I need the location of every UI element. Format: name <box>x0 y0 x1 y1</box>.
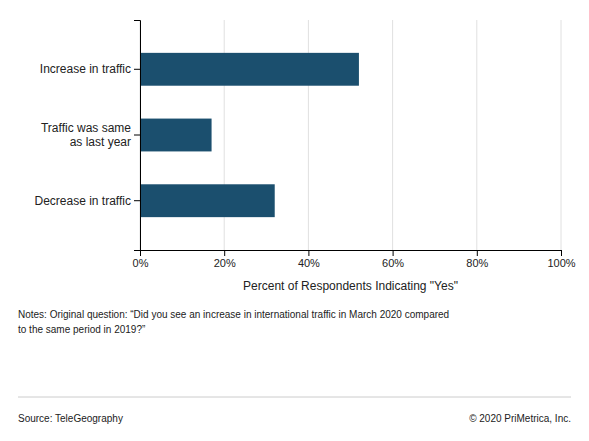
x-tick: 20% <box>214 250 236 269</box>
x-tick-label: 80% <box>466 257 488 269</box>
grid-line <box>561 20 562 250</box>
y-tick-label: Increase in traffic <box>40 62 131 76</box>
y-tick-label-line: Increase in traffic <box>40 62 131 76</box>
y-tick-mark <box>134 200 140 201</box>
x-tick-label: 20% <box>214 257 236 269</box>
x-tick-mark <box>308 250 309 256</box>
y-tick-label-line: as last year <box>70 135 131 149</box>
grid <box>140 20 561 250</box>
bars <box>140 53 359 217</box>
separator <box>18 397 571 398</box>
x-tick: 60% <box>382 250 404 269</box>
y-tick-mark <box>134 69 140 70</box>
x-tick-mark <box>393 250 394 256</box>
bar <box>140 119 212 152</box>
x-axis-line <box>141 251 562 257</box>
y-tick: Traffic was sameas last year <box>41 121 140 149</box>
x-axis-title: Percent of Respondents Indicating "Yes" <box>243 279 458 293</box>
x-tick-label: 0% <box>133 257 149 269</box>
y-axis-line <box>134 21 141 251</box>
y-tick-label: Traffic was sameas last year <box>41 121 131 149</box>
y-tick-label: Decrease in traffic <box>35 194 132 208</box>
x-tick-label: 60% <box>382 257 404 269</box>
plot-area: 0% 20% 40% 60% 80% 100% Decrease in traffic Tra… <box>35 20 576 269</box>
x-tick: 40% <box>298 250 320 269</box>
y-axis: Decrease in traffic Traffic was sameas la… <box>35 21 141 251</box>
notes-line: Notes: Original question: “Did you see a… <box>18 309 449 320</box>
grid-line <box>476 20 477 250</box>
chart-container: 0% 20% 40% 60% 80% 100% Decrease in traffic Tra… <box>0 0 589 441</box>
bar <box>140 184 275 217</box>
y-tick: Increase in traffic <box>40 62 140 76</box>
notes-line: to the same period in 2019?” <box>18 324 145 335</box>
chart-svg: 0% 20% 40% 60% 80% 100% Decrease in traffic Tra… <box>0 0 589 441</box>
grid-line <box>392 20 393 250</box>
x-tick-mark <box>561 250 562 256</box>
x-tick: 80% <box>466 250 488 269</box>
x-tick-mark <box>224 250 225 256</box>
notes: Notes: Original question: “Did you see a… <box>18 309 449 335</box>
x-tick-label: 100% <box>547 257 575 269</box>
y-tick: Decrease in traffic <box>35 194 141 208</box>
source: Source: TeleGeography <box>18 413 123 424</box>
y-tick-label-line: Decrease in traffic <box>35 194 132 208</box>
x-tick: 100% <box>547 250 575 269</box>
x-axis: 0% 20% 40% 60% 80% 100% <box>133 250 576 269</box>
x-tick-label: 40% <box>298 257 320 269</box>
x-tick: 0% <box>133 250 149 269</box>
y-tick-label-line: Traffic was same <box>41 121 131 135</box>
copyright: © 2020 PriMetrica, Inc. <box>469 413 571 424</box>
x-tick-mark <box>477 250 478 256</box>
y-tick-mark <box>134 135 140 136</box>
bar <box>140 53 359 86</box>
